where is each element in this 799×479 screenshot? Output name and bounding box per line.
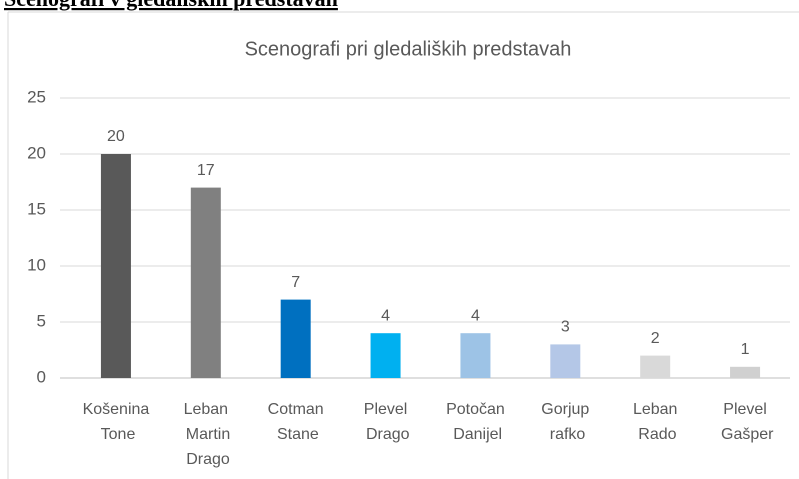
y-tick-label: 0 xyxy=(37,367,46,386)
data-label: 4 xyxy=(381,307,390,324)
data-label: 3 xyxy=(561,319,570,336)
bar xyxy=(280,299,311,378)
data-label: 17 xyxy=(197,162,215,179)
x-tick-label-line: Rado xyxy=(634,426,677,443)
y-tick-label: 15 xyxy=(27,199,46,218)
x-tick-label-line: Stane xyxy=(273,426,319,443)
x-tick-label-line: Tone xyxy=(97,426,136,443)
x-tick-label-line: Danijel xyxy=(449,426,502,443)
bar xyxy=(100,154,131,378)
x-tick-label-line: Cotman xyxy=(268,401,324,418)
bar xyxy=(460,333,491,378)
data-label: 4 xyxy=(471,307,480,324)
x-tick-label-line: Drago xyxy=(362,426,410,443)
x-tick-label-line: Plevel xyxy=(364,401,408,418)
bar xyxy=(370,333,401,378)
x-tick-label: Potočan Danijel xyxy=(446,401,505,443)
x-tick-label-line: Košenina xyxy=(83,401,150,418)
x-tick-label-line: Gorjup xyxy=(541,401,589,418)
x-tick-label: Košenina Tone xyxy=(83,401,150,443)
x-tick-label: Gorjup rafko xyxy=(541,401,589,443)
chart-title: Scenografi pri gledaliških predstavah xyxy=(245,38,572,60)
data-label: 1 xyxy=(741,341,750,358)
x-tick-label: Plevel Drago xyxy=(362,401,410,443)
x-tick-label-line: Plevel xyxy=(723,401,767,418)
y-tick-label: 25 xyxy=(27,87,46,106)
x-tick-label-line: Leban xyxy=(184,401,229,418)
x-tick-label-line: Drago xyxy=(182,451,230,468)
x-tick-label-line: Gašper xyxy=(717,426,775,443)
bar xyxy=(730,366,761,378)
x-tick-label: Leban Rado xyxy=(633,401,678,443)
x-tick-label-line: Leban xyxy=(633,401,678,418)
y-tick-label: 20 xyxy=(27,143,46,162)
x-tick-label-line: rafko xyxy=(545,426,585,443)
bar xyxy=(190,187,221,378)
x-tick-label-line: Martin xyxy=(181,426,230,443)
bar xyxy=(550,344,581,378)
x-tick-label: Cotman Stane xyxy=(268,401,324,443)
x-tick-label: Leban Martin Drago xyxy=(181,401,230,468)
x-tick-label-line: Potočan xyxy=(446,401,505,418)
bar xyxy=(640,355,671,378)
data-label: 2 xyxy=(651,330,660,347)
x-tick-label: Plevel Gašper xyxy=(717,401,775,443)
data-label: 20 xyxy=(107,128,125,145)
y-tick-label: 5 xyxy=(37,311,46,330)
heading: Scenografi v gledaliških predstavah xyxy=(4,0,338,11)
data-label: 7 xyxy=(291,274,300,291)
y-tick-label: 10 xyxy=(27,255,46,274)
